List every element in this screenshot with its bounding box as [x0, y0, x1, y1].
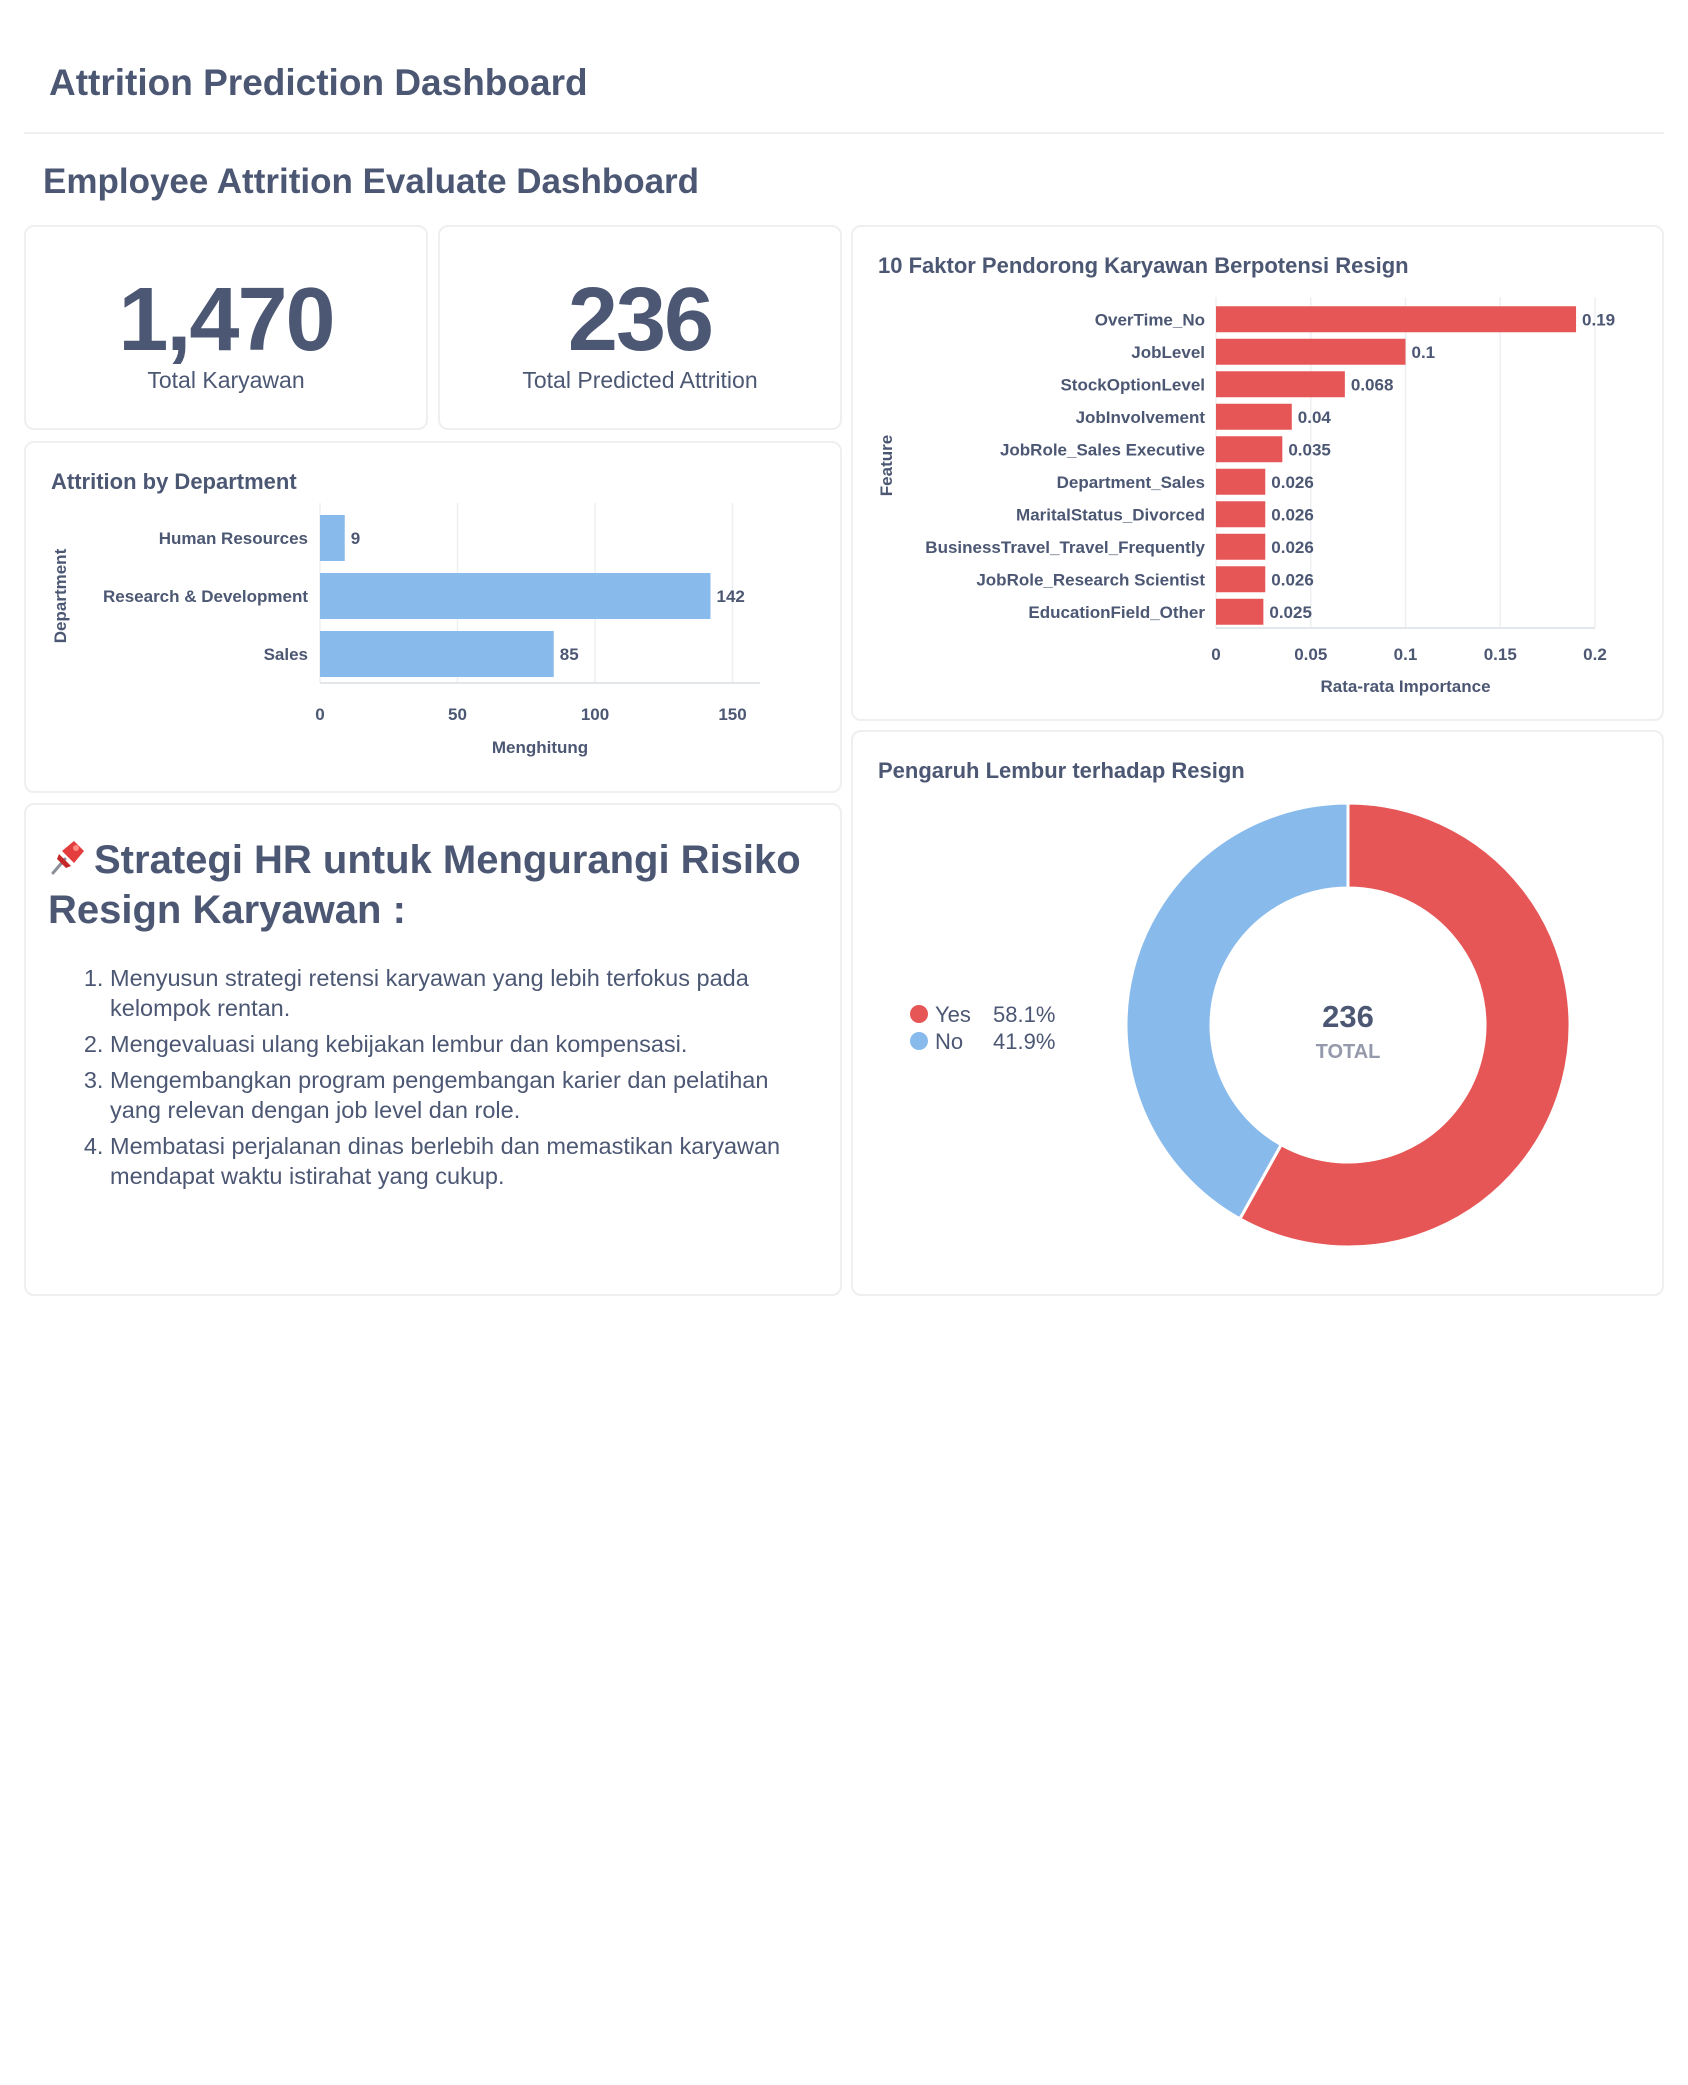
y-tick-label: JobRole_Research Scientist	[976, 570, 1205, 589]
department-chart-card[interactable]: Attrition by Department 0 50 100 150 Human R…	[24, 441, 842, 793]
data-label: 0.026	[1271, 473, 1314, 492]
bar	[320, 515, 345, 561]
x-tick-label: 0.1	[1394, 645, 1418, 664]
x-tick-label: 0.05	[1294, 645, 1327, 664]
scalar-card-predicted-attrition[interactable]: 236 Total Predicted Attrition	[438, 225, 842, 430]
data-label: 0.068	[1351, 375, 1394, 394]
scalar-card-total-karyawan[interactable]: 1,470 Total Karyawan	[24, 225, 428, 430]
strategy-text-card: Strategi HR untuk Mengurangi Risiko Resi…	[24, 803, 842, 1296]
list-item: Mengembangkan program pengembangan karie…	[110, 1065, 800, 1125]
donut-center-value: 236	[1322, 999, 1374, 1034]
y-tick-label: StockOptionLevel	[1060, 375, 1205, 394]
x-tick-label: 0.2	[1583, 645, 1607, 664]
y-tick-label: Research & Development	[103, 587, 308, 606]
header-divider	[24, 132, 1664, 134]
strategy-list: Menyusun strategi retensi karyawan yang …	[84, 963, 800, 1197]
y-tick-label: JobInvolvement	[1076, 408, 1206, 427]
x-tick-label: 0.15	[1484, 645, 1517, 664]
scalar-value: 1,470	[118, 270, 335, 370]
y-tick-label: BusinessTravel_Travel_Frequently	[925, 538, 1205, 557]
y-axis-label: Feature	[877, 435, 896, 496]
donut-center-label: TOTAL	[1316, 1041, 1381, 1063]
x-tick-label: 100	[581, 705, 609, 724]
x-tick-label: 50	[448, 705, 467, 724]
overtime-donut-card[interactable]: Pengaruh Lembur terhadap Resign 236 TOTAL…	[851, 730, 1664, 1296]
y-axis-label: Department	[51, 548, 70, 643]
legend-value: 58.1%	[993, 1002, 1055, 1027]
data-label: 85	[560, 645, 579, 664]
department-bar-chart: 0 50 100 150 Human Resources 9 Research & Deve…	[51, 503, 760, 757]
donut-slice-yes	[1237, 801, 1572, 1249]
y-tick-label: EducationField_Other	[1028, 603, 1205, 622]
bar	[1216, 501, 1266, 528]
bar	[1216, 468, 1266, 495]
legend-dot	[910, 1005, 928, 1023]
data-label: 0.19	[1582, 310, 1615, 329]
strategy-heading: Strategi HR untuk Mengurangi Risiko Resi…	[48, 835, 810, 935]
data-label: 0.04	[1298, 408, 1332, 427]
pushpin-icon	[48, 837, 88, 877]
x-tick-label: 150	[718, 705, 746, 724]
y-tick-label: Sales	[264, 645, 308, 664]
card-title: Pengaruh Lembur terhadap Resign	[878, 758, 1245, 783]
list-item: Membatasi perjalanan dinas berlebih dan …	[110, 1131, 800, 1191]
bar	[1216, 338, 1406, 365]
app-title: Attrition Prediction Dashboard	[49, 62, 588, 103]
legend-dot	[910, 1032, 928, 1050]
x-tick-label: 0	[315, 705, 324, 724]
data-label: 0.025	[1269, 603, 1312, 622]
data-label: 142	[717, 587, 745, 606]
bar	[320, 631, 554, 677]
feature-importance-bar-chart: 0 0.05 0.1 0.15 0.2 OverTime_No 0.19 JobLevel 0.…	[877, 297, 1615, 696]
x-axis-label: Menghitung	[492, 738, 588, 757]
donut-slice-no	[1124, 801, 1350, 1221]
bar	[320, 573, 711, 619]
bar	[1216, 371, 1345, 398]
data-label: 0.026	[1271, 570, 1314, 589]
overtime-donut-chart: 236 TOTAL Yes 58.1% No 41.9%	[910, 801, 1572, 1249]
data-label: 0.026	[1271, 505, 1314, 524]
x-axis-label: Rata-rata Importance	[1320, 677, 1490, 696]
list-item: Menyusun strategi retensi karyawan yang …	[110, 963, 800, 1023]
strategy-title: Strategi HR untuk Mengurangi Risiko Resi…	[48, 838, 801, 932]
legend-label: Yes	[935, 1002, 971, 1027]
dashboard-title: Employee Attrition Evaluate Dashboard	[43, 162, 700, 201]
list-item: Mengevaluasi ulang kebijakan lembur dan …	[110, 1029, 800, 1059]
x-tick-label: 0	[1211, 645, 1220, 664]
bar	[1216, 306, 1577, 333]
bar	[1216, 598, 1264, 625]
data-label: 0.035	[1288, 440, 1331, 459]
legend-label: No	[935, 1029, 963, 1054]
card-title: 10 Faktor Pendorong Karyawan Berpotensi …	[878, 253, 1409, 278]
y-tick-label: MaritalStatus_Divorced	[1016, 505, 1205, 524]
y-tick-label: Human Resources	[159, 529, 308, 548]
data-label: 9	[351, 529, 360, 548]
y-tick-label: JobLevel	[1131, 343, 1205, 362]
bar	[1216, 533, 1266, 560]
y-tick-label: JobRole_Sales Executive	[1000, 440, 1205, 459]
scalar-value: 236	[567, 270, 714, 370]
data-label: 0.026	[1271, 538, 1314, 557]
feature-importance-card[interactable]: 10 Faktor Pendorong Karyawan Berpotensi …	[851, 225, 1664, 721]
card-title: Attrition by Department	[51, 469, 297, 494]
bar	[1216, 436, 1283, 463]
bar	[1216, 403, 1292, 430]
y-tick-label: Department_Sales	[1057, 473, 1205, 492]
scalar-label: Total Predicted Attrition	[522, 367, 758, 393]
scalar-label: Total Karyawan	[147, 367, 305, 393]
y-tick-label: OverTime_No	[1095, 310, 1205, 329]
legend-value: 41.9%	[993, 1029, 1055, 1054]
bar	[1216, 566, 1266, 593]
data-label: 0.1	[1412, 343, 1436, 362]
